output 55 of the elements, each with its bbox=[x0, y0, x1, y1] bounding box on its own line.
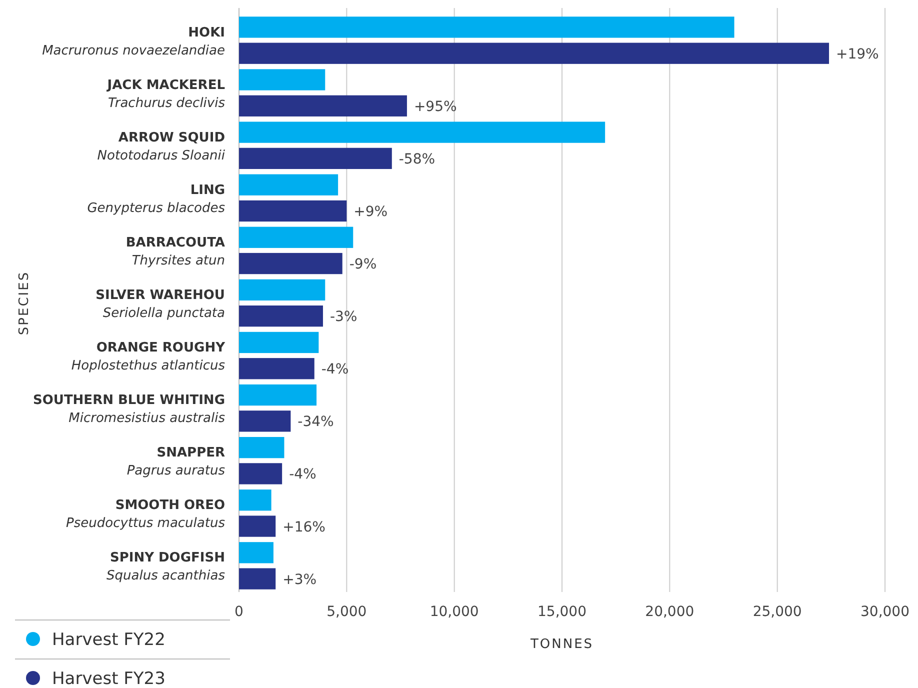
y-tick-label: HOKI Macruronus novaezelandiae bbox=[42, 25, 225, 58]
bar bbox=[239, 306, 323, 327]
bar bbox=[239, 279, 326, 300]
bar bbox=[239, 542, 274, 564]
y-tick-label: BARRACOUTA Thyrsites atun bbox=[126, 235, 225, 268]
bar bbox=[239, 332, 319, 354]
y-tick-label: ARROW SQUID Nototodarus Sloanii bbox=[97, 130, 226, 164]
bar bbox=[239, 174, 338, 196]
bar bbox=[239, 490, 272, 511]
annotation: +16% bbox=[282, 519, 326, 536]
x-axis-title: TONNES bbox=[529, 637, 594, 652]
bar bbox=[239, 384, 317, 406]
bar bbox=[239, 148, 392, 170]
y-tick-label: SPINY DOGFISH Squalus acanthias bbox=[106, 550, 226, 584]
y-tick-label: JACK MACKEREL Trachurus declivis bbox=[106, 78, 226, 111]
x-tick-label: 25,000 bbox=[752, 604, 802, 620]
x-tick-label: 15,000 bbox=[538, 604, 586, 620]
y-axis-title: SPECIES bbox=[17, 270, 32, 336]
bar bbox=[239, 358, 314, 380]
y-tick-label: LING Genypterus blacodes bbox=[87, 182, 226, 216]
annotation: -34% bbox=[298, 414, 334, 430]
legend-label: Harvest FY23 bbox=[52, 669, 166, 688]
bar bbox=[239, 69, 326, 90]
bar bbox=[239, 226, 354, 248]
bar bbox=[239, 516, 276, 537]
bar bbox=[239, 95, 407, 116]
bar bbox=[239, 568, 276, 590]
annotation: +9% bbox=[354, 204, 388, 220]
y-tick-label: SOUTHERN BLUE WHITING Micromesistius australis bbox=[32, 393, 226, 426]
x-tick-label: 30,000 bbox=[860, 604, 910, 620]
bar bbox=[239, 122, 606, 143]
y-tick-label: ORANGE ROUGHY Hoplostethus atlanticus bbox=[71, 340, 226, 374]
annotation: -4% bbox=[289, 466, 316, 483]
annotation: +3% bbox=[282, 572, 317, 588]
bar bbox=[239, 410, 291, 432]
annotation: +19% bbox=[836, 46, 879, 62]
x-tick-label: 5,000 bbox=[326, 604, 367, 620]
legend-label: Harvest FY22 bbox=[52, 630, 166, 650]
y-tick-label: SNAPPER Pagrus auratus bbox=[126, 446, 226, 479]
x-tick-label: 0 bbox=[234, 604, 244, 620]
y-tick-label: SMOOTH OREO Pseudocyttus maculatus bbox=[66, 498, 226, 532]
y-tick-label: SILVER WAREHOU Seriolella punctata bbox=[96, 288, 226, 321]
x-tick-label: 10,000 bbox=[430, 604, 479, 620]
bar bbox=[239, 436, 284, 458]
annotation: -9% bbox=[349, 256, 377, 273]
x-tick-label: 20,000 bbox=[645, 604, 694, 620]
bar bbox=[239, 42, 830, 64]
annotation: -3% bbox=[330, 309, 358, 326]
annotation: -58% bbox=[398, 151, 436, 168]
annotation: +95% bbox=[414, 98, 457, 115]
bar bbox=[239, 200, 347, 222]
bar bbox=[239, 463, 282, 484]
bar bbox=[239, 16, 734, 38]
annotation: -4% bbox=[321, 362, 349, 378]
bar bbox=[239, 252, 342, 274]
